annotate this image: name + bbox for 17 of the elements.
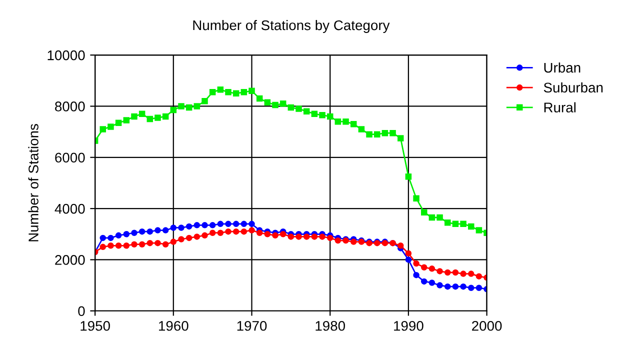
chart-title: Number of Stations by Category xyxy=(193,20,390,33)
x-tick-label: 1990 xyxy=(394,320,424,331)
legend-label: Urban xyxy=(544,62,580,73)
y-tick-label: 6000 xyxy=(55,152,85,163)
x-tick-label: 1950 xyxy=(80,320,110,331)
legend-label: Suburban xyxy=(544,82,603,93)
y-tick-label: 4000 xyxy=(54,204,85,214)
y-tick-label: 10000 xyxy=(48,50,85,60)
x-tick-label: 1980 xyxy=(316,320,346,331)
x-tick-label: 1970 xyxy=(237,320,267,331)
y-axis-title: Number of Stations xyxy=(28,124,38,242)
legend-label: Rural xyxy=(544,102,576,112)
y-tick-label: 0 xyxy=(78,306,85,316)
x-tick-label: 1960 xyxy=(159,320,188,331)
x-tick-label: 2000 xyxy=(472,320,502,331)
y-tick-label: 2000 xyxy=(55,255,85,265)
y-tick-label: 8000 xyxy=(55,102,85,112)
